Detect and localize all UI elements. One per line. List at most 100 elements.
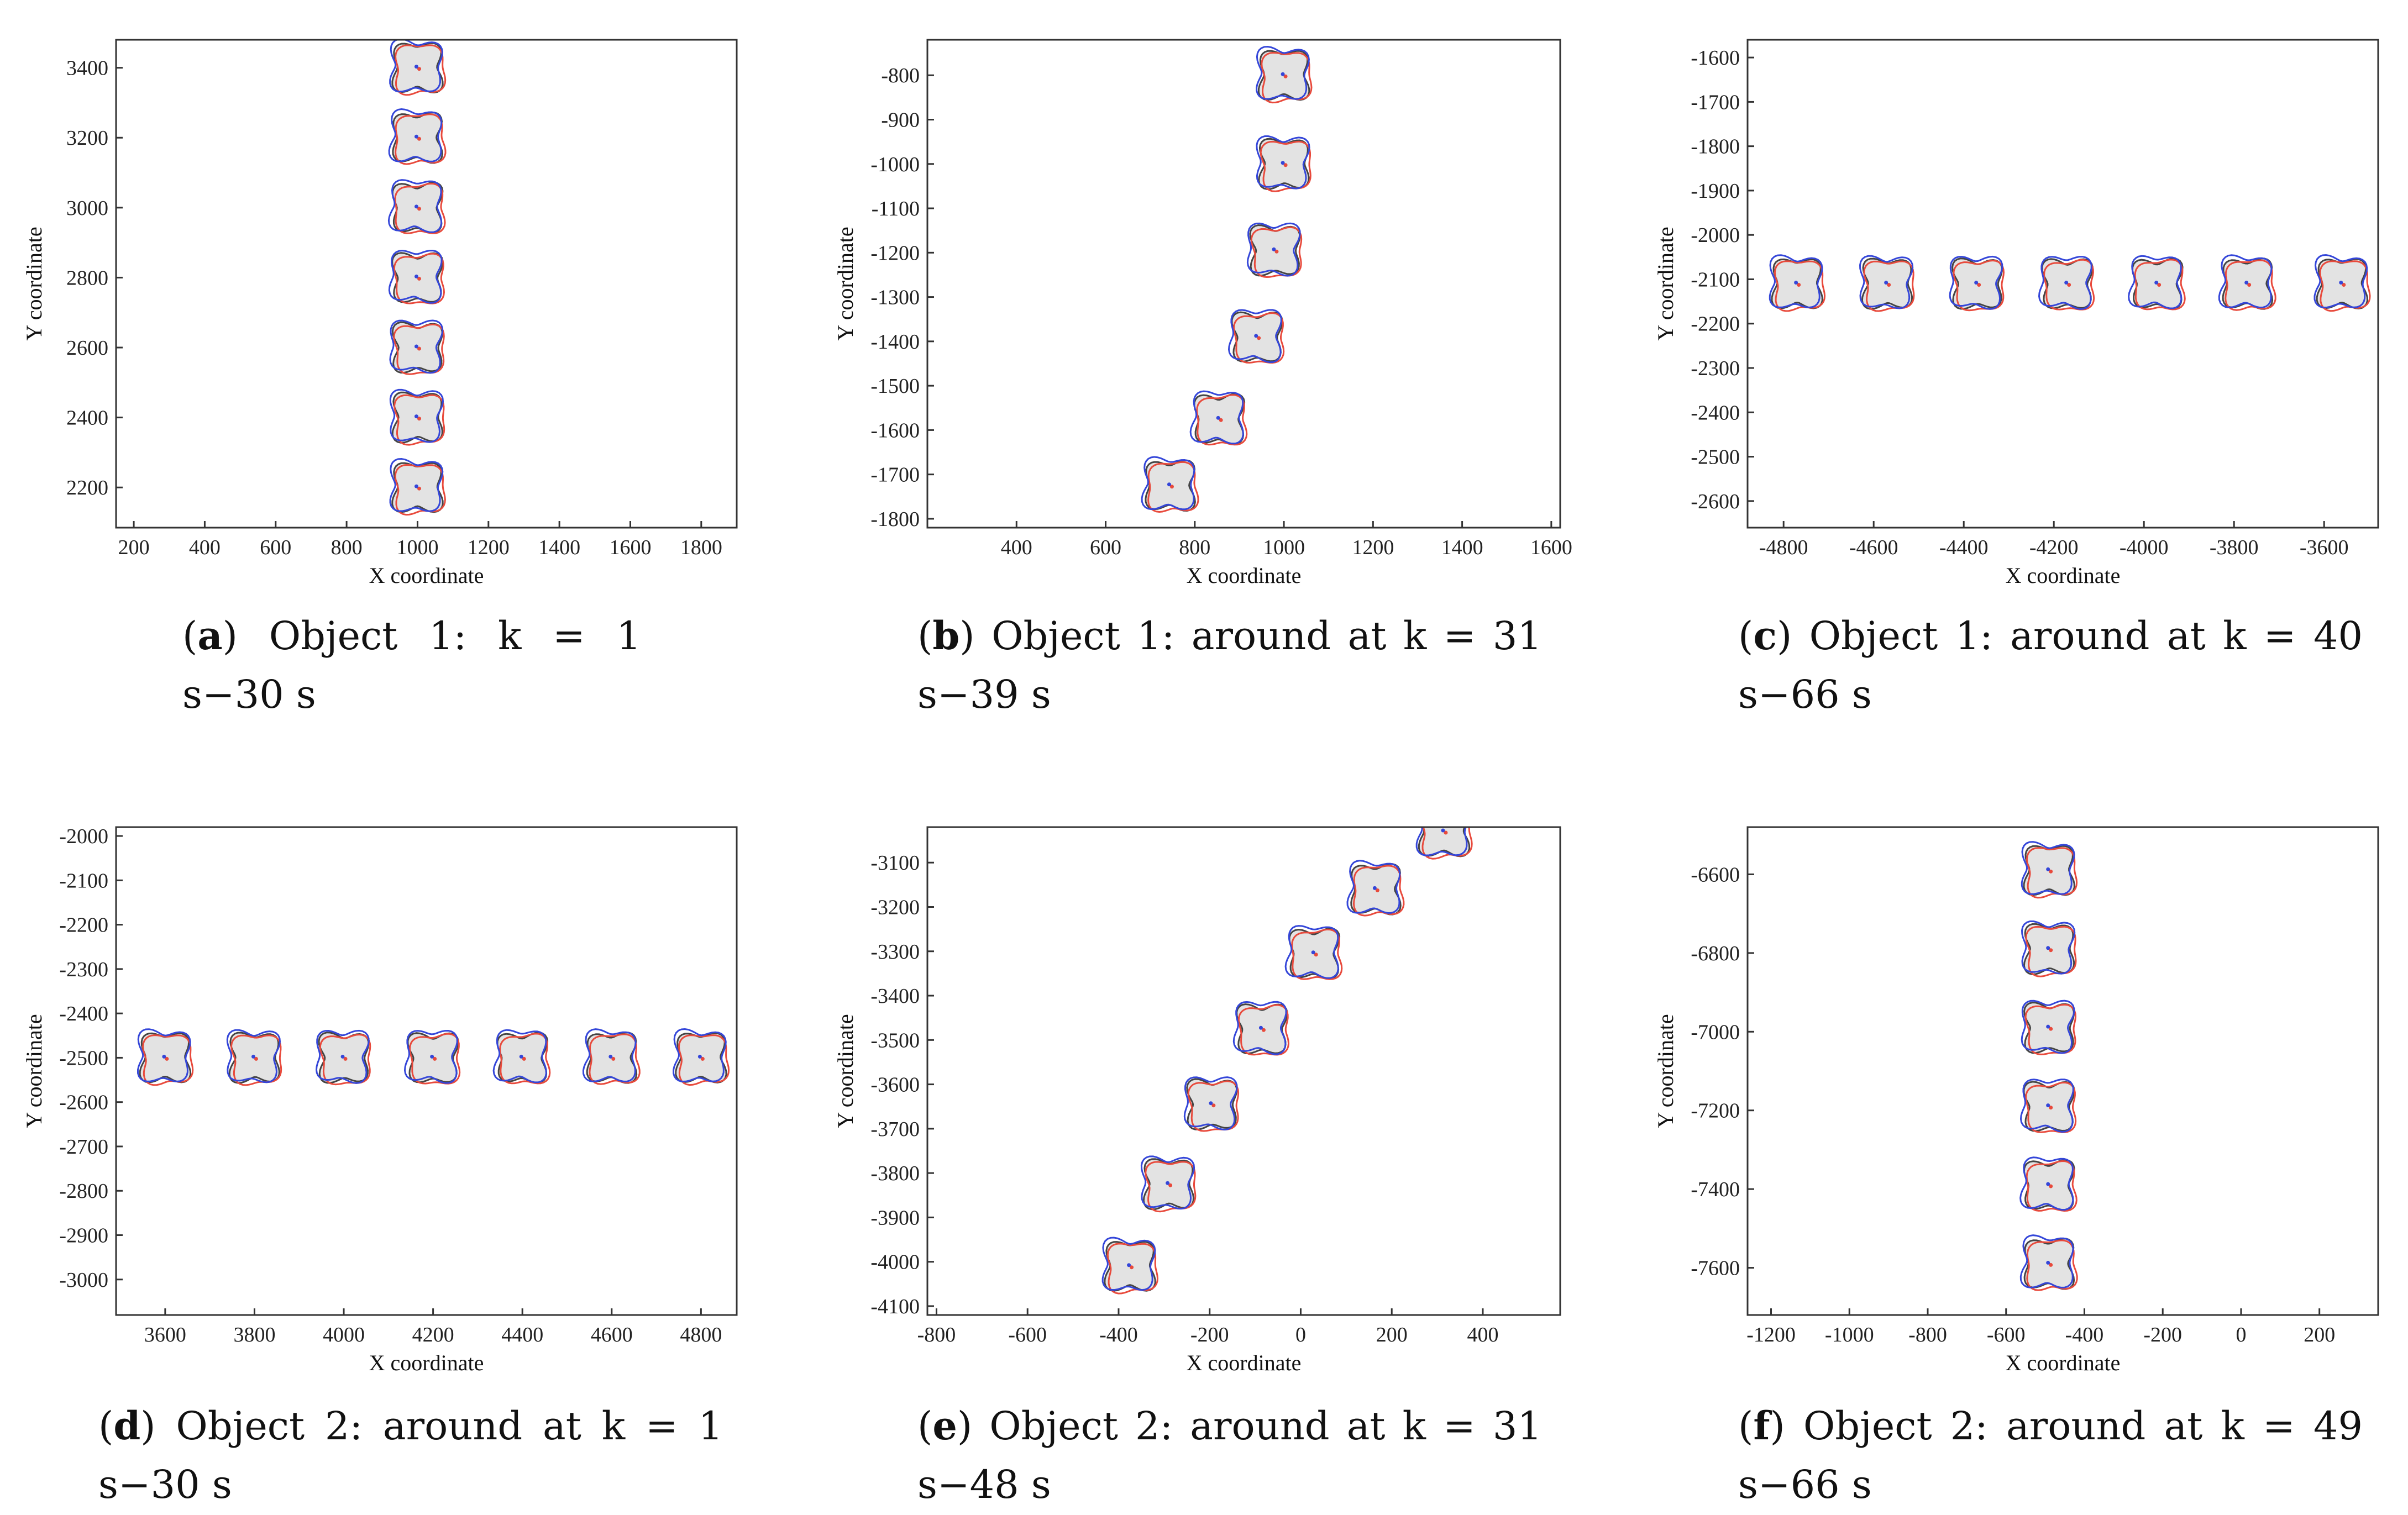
object-shape-e-2 bbox=[1140, 1155, 1197, 1213]
x-tick-label: -4600 bbox=[1849, 536, 1898, 559]
object-shape-b-1 bbox=[1256, 45, 1313, 104]
object-shape-b-6 bbox=[1141, 456, 1199, 513]
estimate-center-blue bbox=[2154, 281, 2159, 285]
x-tick-label: -400 bbox=[1099, 1323, 1138, 1346]
y-tick-label: 3200 bbox=[66, 127, 108, 150]
estimate-center-blue bbox=[414, 65, 418, 69]
caption-e: (e) Object 2: around at k = 31 s−48 s bbox=[917, 1403, 1543, 1507]
estimate-center-red bbox=[2049, 869, 2053, 874]
y-tick-label: -900 bbox=[881, 108, 920, 131]
caption-c: (c) Object 1: around at k = 40 s−66 s bbox=[1738, 613, 2363, 717]
shapes-group bbox=[1101, 827, 1473, 1295]
x-tick-label: -4200 bbox=[2029, 536, 2079, 559]
estimate-center-red bbox=[417, 67, 421, 71]
object-shape-e-6 bbox=[1346, 860, 1405, 917]
estimate-center-red bbox=[1283, 74, 1288, 78]
y-tick-label: 2200 bbox=[66, 476, 108, 499]
object-shape-a-1 bbox=[389, 457, 446, 516]
object-shape-d-7 bbox=[673, 1028, 730, 1086]
estimate-center-blue bbox=[2064, 281, 2069, 285]
y-tick-label: 3400 bbox=[66, 57, 108, 80]
estimate-center-red bbox=[417, 417, 421, 421]
object-shape-d-5 bbox=[492, 1029, 551, 1085]
y-tick-label: -1400 bbox=[870, 330, 920, 354]
x-tick-label: -4800 bbox=[1759, 536, 1808, 559]
y-tick-label: -3000 bbox=[59, 1269, 108, 1292]
object-shape-d-4 bbox=[403, 1029, 461, 1085]
object-shape-f-6 bbox=[2019, 1234, 2078, 1291]
x-axis-label: X coordinate bbox=[1187, 563, 1302, 588]
y-tick-label: -3800 bbox=[870, 1162, 920, 1185]
object-shape-a-3 bbox=[389, 319, 445, 375]
x-tick-label: 1800 bbox=[680, 536, 722, 559]
estimate-center-red bbox=[1257, 336, 1261, 340]
y-tick-label: -1700 bbox=[870, 464, 920, 487]
estimate-center-blue bbox=[1311, 950, 1315, 955]
y-tick-label: -7600 bbox=[1691, 1257, 1740, 1280]
x-axis-label: X coordinate bbox=[369, 1350, 484, 1375]
x-tick-label: 400 bbox=[189, 536, 221, 559]
plot-frame bbox=[115, 39, 738, 529]
estimate-center-blue bbox=[430, 1054, 434, 1059]
y-tick-label: -2900 bbox=[59, 1224, 108, 1248]
plot-frame bbox=[926, 826, 1561, 1316]
y-tick-label: -1800 bbox=[870, 508, 920, 531]
shapes-group bbox=[2019, 841, 2078, 1291]
y-tick-label: -2800 bbox=[59, 1180, 108, 1203]
estimate-center-red bbox=[611, 1056, 616, 1061]
estimate-center-blue bbox=[2046, 1103, 2050, 1108]
y-tick-label: -2000 bbox=[1691, 224, 1740, 247]
y-tick-label: -2200 bbox=[1691, 313, 1740, 336]
estimate-center-red bbox=[1261, 1028, 1266, 1032]
x-tick-label: 600 bbox=[260, 536, 291, 559]
object-shape-b-2 bbox=[1256, 135, 1311, 192]
object-shape-c-2 bbox=[1859, 255, 1915, 312]
estimate-center-blue bbox=[1441, 828, 1445, 833]
estimate-center-blue bbox=[1254, 334, 1258, 338]
y-tick-label: -2100 bbox=[59, 869, 108, 892]
object-shape-b-5 bbox=[1189, 390, 1248, 446]
object-shape-f-5 bbox=[2019, 1156, 2078, 1212]
object-shape-b-4 bbox=[1227, 309, 1285, 364]
x-tick-label: 3600 bbox=[144, 1323, 186, 1346]
y-tick-label: -2700 bbox=[59, 1135, 108, 1159]
x-tick-label: 1600 bbox=[609, 536, 651, 559]
caption-b: (b) Object 1: around at k = 31 s−39 s bbox=[917, 613, 1543, 717]
y-tick-label: -1900 bbox=[1691, 180, 1740, 203]
shapes-group bbox=[1141, 45, 1313, 513]
estimate-center-red bbox=[1219, 418, 1223, 422]
y-tick-label: -2600 bbox=[59, 1091, 108, 1114]
x-tick-label: -3800 bbox=[2210, 536, 2259, 559]
x-tick-label: 1600 bbox=[1530, 536, 1572, 559]
estimate-center-blue bbox=[414, 134, 418, 139]
y-tick-label: -6800 bbox=[1691, 942, 1740, 965]
y-tick-label: -2500 bbox=[1691, 446, 1740, 469]
estimate-center-blue bbox=[414, 274, 418, 278]
estimate-center-red bbox=[254, 1056, 258, 1061]
y-tick-label: -6600 bbox=[1691, 863, 1740, 886]
x-tick-label: 4200 bbox=[412, 1323, 454, 1346]
y-tick-label: 2400 bbox=[66, 407, 108, 430]
estimate-center-red bbox=[1887, 283, 1891, 287]
y-tick-label: -3300 bbox=[870, 940, 920, 964]
caption-a: (a) Object 1: k = 1 s−30 s bbox=[182, 613, 642, 717]
y-tick-label: -3700 bbox=[870, 1118, 920, 1141]
y-tick-label: -7200 bbox=[1691, 1100, 1740, 1123]
estimate-center-red bbox=[1130, 1265, 1134, 1270]
x-tick-label: 200 bbox=[1376, 1323, 1408, 1346]
x-axis-label: X coordinate bbox=[2006, 563, 2121, 588]
estimate-center-red bbox=[2049, 1184, 2053, 1188]
object-shape-a-4 bbox=[388, 249, 445, 304]
y-tick-label: 2600 bbox=[66, 336, 108, 360]
estimate-center-red bbox=[343, 1056, 348, 1061]
estimate-center-blue bbox=[2244, 281, 2249, 285]
estimate-center-blue bbox=[2046, 1182, 2050, 1186]
estimate-center-red bbox=[433, 1056, 437, 1061]
plot-frame bbox=[1746, 826, 2379, 1316]
y-axis-label: Y coordinate bbox=[1653, 227, 1678, 340]
estimate-center-blue bbox=[1794, 281, 1798, 285]
x-tick-label: -800 bbox=[917, 1323, 956, 1346]
estimate-center-blue bbox=[414, 414, 418, 419]
x-tick-label: -600 bbox=[1987, 1323, 2026, 1346]
